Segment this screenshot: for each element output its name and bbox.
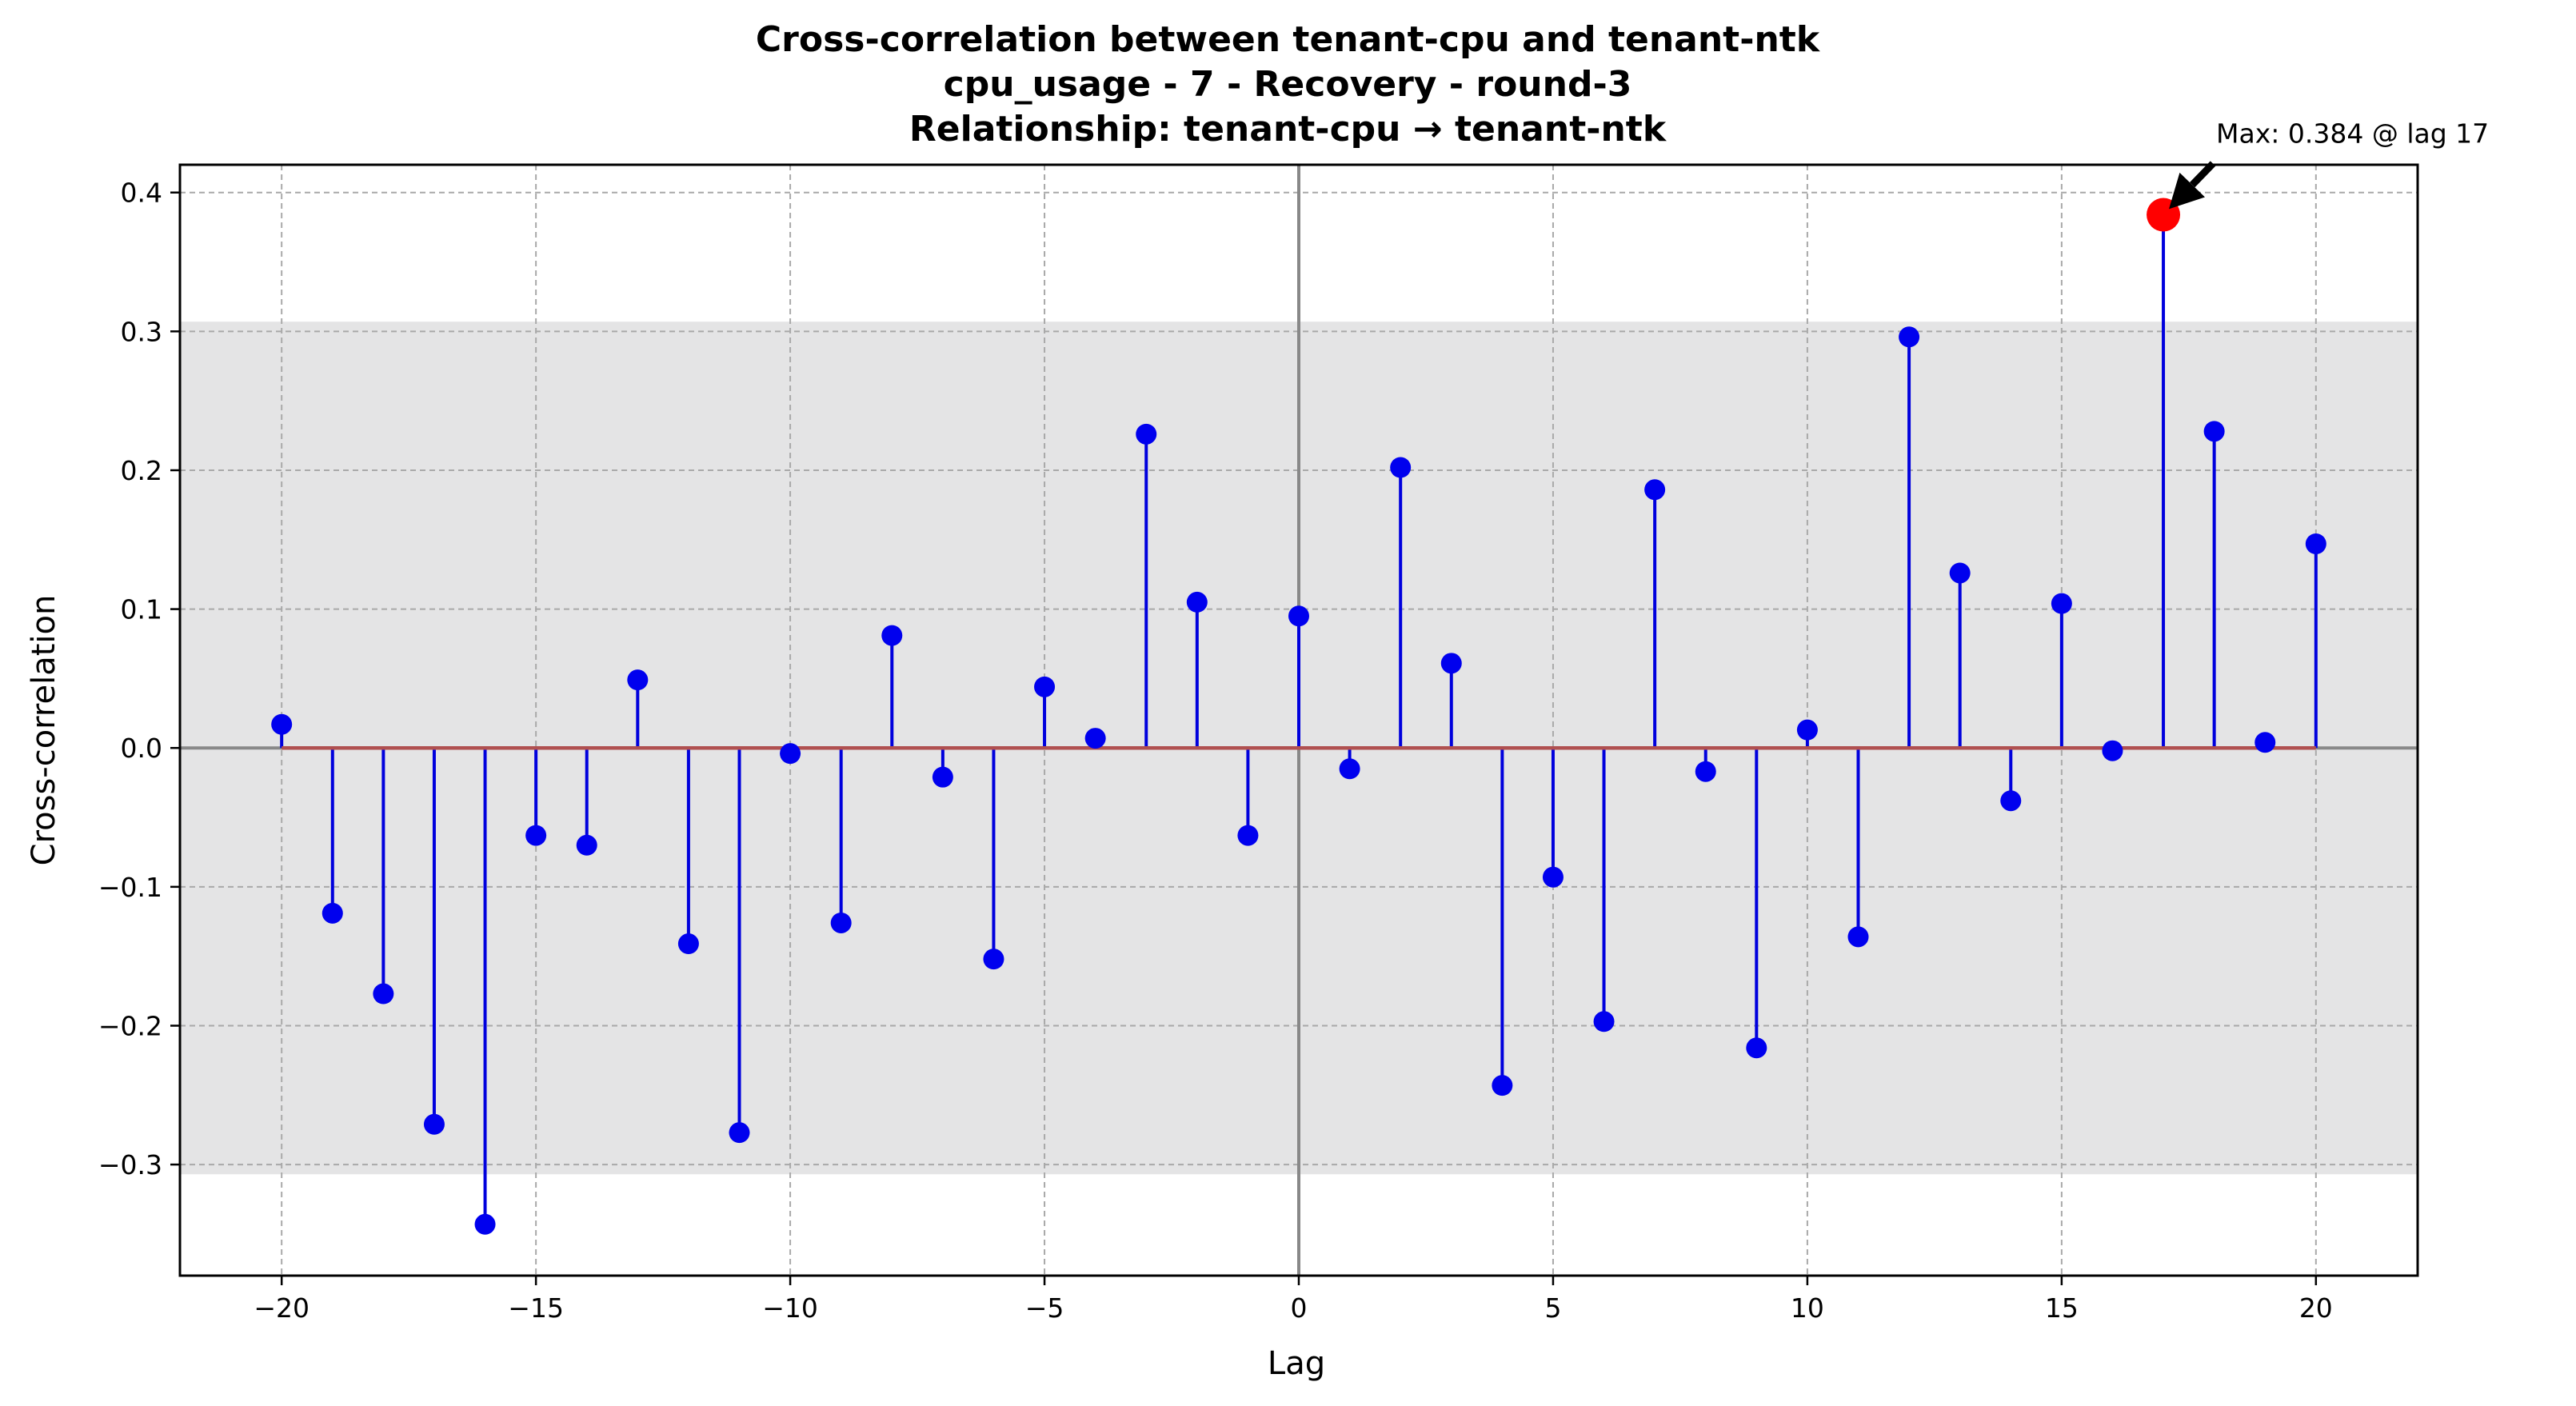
data-point <box>1746 1037 1767 1059</box>
data-point <box>983 949 1004 970</box>
data-point <box>1390 457 1412 478</box>
data-point <box>1339 758 1360 780</box>
data-point <box>2305 533 2326 554</box>
data-point <box>1237 825 1259 846</box>
data-point <box>627 669 649 691</box>
data-point <box>525 825 547 846</box>
data-point <box>677 933 699 955</box>
data-point <box>881 625 903 646</box>
annotation-arrow-head <box>2169 172 2206 210</box>
y-tick-label: −0.3 <box>98 1149 162 1180</box>
data-point <box>1288 605 1309 627</box>
x-tick-label: −10 <box>762 1292 818 1324</box>
data-point <box>780 743 801 765</box>
data-point <box>1440 653 1462 674</box>
data-point <box>830 912 852 933</box>
plot-area: Max: 0.384 @ lag 17 −20 −15 −10 −5 0 5 10 15 20 −0… <box>98 118 2489 1324</box>
chart-title: Cross-correlation between tenant-cpu and… <box>756 19 1821 150</box>
data-point <box>2000 790 2022 812</box>
x-tick-label: 0 <box>1291 1292 1308 1324</box>
data-point <box>1084 728 1106 749</box>
data-point <box>2254 732 2276 753</box>
data-point <box>1949 562 1971 584</box>
x-axis-label: Lag <box>1268 1345 1325 1382</box>
data-point <box>2102 740 2123 761</box>
y-tick-label: 0.4 <box>121 178 162 209</box>
data-point <box>271 713 293 735</box>
y-tick-label: 0.0 <box>121 733 162 764</box>
chart-title-line-3: Relationship: tenant-cpu → tenant-ntk <box>909 109 1667 150</box>
data-point <box>1847 926 1869 948</box>
data-point <box>1593 1011 1615 1033</box>
data-point <box>423 1113 445 1135</box>
data-point <box>2051 593 2072 614</box>
data-point <box>1186 591 1208 613</box>
data-point <box>576 834 597 856</box>
annotation-arrow-shaft <box>2189 161 2216 188</box>
y-tick-label: −0.1 <box>98 872 162 903</box>
x-tick-label: −5 <box>1025 1292 1064 1324</box>
data-point <box>1492 1075 1513 1096</box>
data-point <box>1136 423 1157 445</box>
x-tick-label: 15 <box>2045 1292 2079 1324</box>
data-point <box>1542 866 1564 888</box>
y-tick-label: 0.2 <box>121 455 162 486</box>
y-tick-label: −0.2 <box>98 1010 162 1041</box>
y-tick-label: 0.3 <box>121 316 162 347</box>
x-tick-label: 10 <box>1791 1292 1824 1324</box>
data-point <box>1899 326 1920 348</box>
data-point <box>1695 761 1716 782</box>
data-point <box>373 983 394 1005</box>
x-tick-label: 5 <box>1544 1292 1561 1324</box>
y-tick-label: 0.1 <box>121 594 162 625</box>
data-point <box>1644 479 1666 501</box>
data-point <box>474 1213 496 1235</box>
data-point <box>1034 676 1056 697</box>
chart-title-line-2: cpu_usage - 7 - Recovery - round-3 <box>944 64 1632 105</box>
data-point <box>932 766 953 788</box>
x-tick-label: −20 <box>254 1292 310 1324</box>
chart-title-line-1: Cross-correlation between tenant-cpu and… <box>756 19 1821 60</box>
y-axis-label: Cross-correlation <box>26 595 62 866</box>
x-tick-label: −15 <box>508 1292 564 1324</box>
data-point <box>1796 719 1818 741</box>
x-tick-label: 20 <box>2299 1292 2333 1324</box>
data-point <box>2203 421 2225 442</box>
max-annotation-label: Max: 0.384 @ lag 17 <box>2216 118 2489 150</box>
data-point <box>322 902 343 924</box>
data-point <box>729 1122 750 1144</box>
